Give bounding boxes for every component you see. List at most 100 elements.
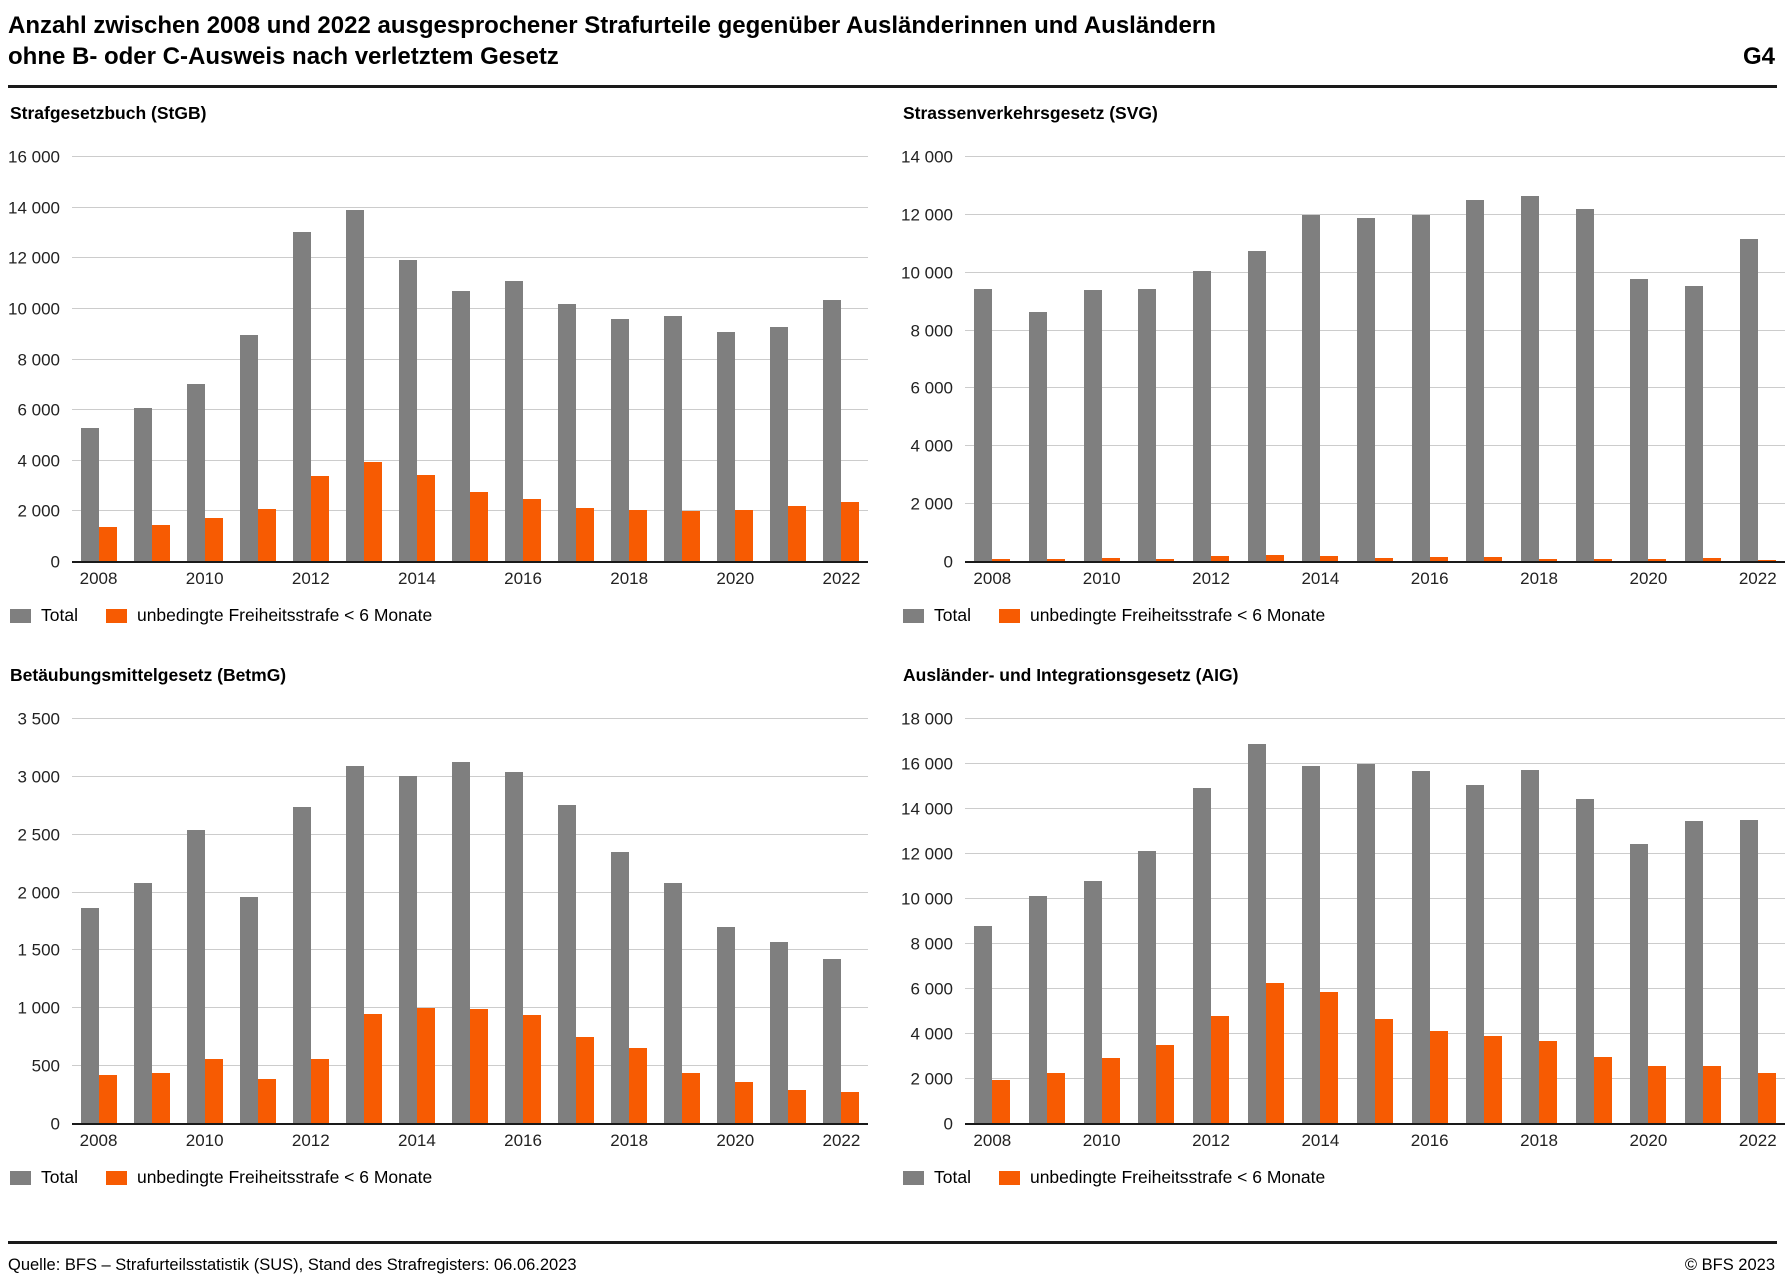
bar-short-sentence-2019	[682, 1073, 701, 1124]
y-tick-label-2000: 2 000	[910, 494, 953, 514]
y-tick-label-8000: 8 000	[910, 934, 953, 954]
bar-total-2020	[1630, 278, 1649, 562]
bar-total-2018	[1521, 196, 1540, 562]
bar-short-sentence-2021	[788, 506, 807, 562]
x-tick-label-2020: 2020	[716, 1131, 755, 1150]
bar-short-sentence-2022	[841, 502, 860, 562]
year-group-2008	[965, 719, 1020, 1124]
x-tick-label-2012: 2012	[1192, 1131, 1230, 1150]
chart-panel-stgb: Strafgesetzbuch (StGB) 2 000 4 000 6 000 8 …	[8, 88, 868, 626]
x-tick-label-2019	[1566, 569, 1621, 589]
total-swatch	[903, 1170, 924, 1185]
bar-short-sentence-2022	[841, 1091, 860, 1124]
year-group-2014	[1293, 719, 1348, 1124]
year-group-2011	[231, 157, 284, 562]
x-tick-label-2012: 2012	[291, 1131, 330, 1150]
gridline-16000	[965, 763, 1785, 764]
year-group-2017	[1457, 719, 1512, 1124]
y-tick-label-4000: 4 000	[17, 451, 60, 471]
y-tick-label-2500: 2 500	[17, 825, 60, 845]
bar-short-sentence-2018	[1539, 558, 1558, 562]
bar-short-sentence-2017	[1484, 1036, 1503, 1124]
x-tick-label-2020: 2020	[716, 569, 755, 588]
bar-short-sentence-2021	[1703, 558, 1722, 562]
y-tick-label-2000: 2 000	[910, 1069, 953, 1089]
x-tick-label-2018: 2018	[610, 569, 649, 588]
chart-plot-betmg: 500 1 000 1 500 2 000 2 500 3 000 3 500 0	[17, 711, 868, 1133]
bar-short-sentence-2020	[1648, 558, 1667, 562]
bar-total-2015	[1357, 217, 1376, 562]
x-tick-label-2011	[231, 569, 284, 589]
year-group-2008	[72, 719, 125, 1124]
year-group-2009	[1020, 719, 1075, 1124]
x-tick-label-2020: 2020	[1629, 569, 1668, 588]
year-group-2020	[1621, 719, 1676, 1124]
x-tick-label-2019	[656, 1131, 709, 1151]
y-tick-label-14000: 14 000	[8, 198, 60, 218]
page-title: Anzahl zwischen 2008 und 2022 ausgesproc…	[8, 10, 1216, 72]
x-tick-label-2014: 2014	[1301, 1131, 1340, 1150]
bar-total-2022	[1739, 239, 1758, 562]
bar-total-2016	[505, 772, 524, 1124]
year-group-2020	[1621, 157, 1676, 562]
gridline-16000	[72, 156, 868, 157]
bar-short-sentence-2018	[629, 510, 648, 562]
y-tick-label-1500: 1 500	[17, 940, 60, 960]
bar-total-2019	[1575, 209, 1594, 562]
y-tick-label-10000: 10 000	[8, 299, 60, 319]
x-axis-labels-svg: 2008 2010 2012 2014 2016 2018 2020 2022	[965, 569, 1785, 589]
bar-total-2022	[1739, 820, 1758, 1124]
bar-total-2020	[717, 927, 736, 1124]
bar-total-2013	[1247, 743, 1266, 1124]
x-tick-label-2015	[443, 1131, 496, 1151]
bar-total-2019	[664, 883, 683, 1124]
bar-short-sentence-2013	[363, 1014, 382, 1124]
bar-total-2009	[133, 883, 152, 1124]
year-group-2017	[1457, 157, 1512, 562]
bar-total-2014	[1302, 214, 1321, 562]
bar-total-2017	[1466, 785, 1485, 1124]
year-group-2008	[72, 157, 125, 562]
bar-short-sentence-2012	[310, 1059, 329, 1124]
bar-short-sentence-2015	[469, 492, 488, 562]
bar-total-2015	[1357, 764, 1376, 1124]
y-tick-label-18000: 18 000	[901, 709, 953, 729]
year-group-2011	[1129, 157, 1184, 562]
bar-total-2017	[558, 804, 577, 1124]
bar-short-sentence-2016	[1429, 557, 1448, 562]
bar-total-2013	[345, 766, 364, 1124]
year-group-2019	[656, 157, 709, 562]
x-tick-label-2010: 2010	[1082, 1131, 1121, 1150]
x-axis-line	[965, 561, 1785, 563]
y-tick-label-10000: 10 000	[901, 263, 953, 283]
year-group-2019	[1566, 157, 1621, 562]
short-sentence-swatch	[998, 1170, 1020, 1185]
y-tick-label-6000: 6 000	[17, 400, 60, 420]
bar-total-2010	[1083, 881, 1102, 1124]
gridline-12000	[72, 257, 868, 259]
chart-title-betmg: Betäubungsmittelgesetz (BetmG)	[10, 665, 287, 685]
x-tick-label-2022: 2022	[1738, 1131, 1777, 1150]
year-group-2013	[337, 719, 390, 1124]
bar-short-sentence-2013	[363, 462, 382, 562]
x-tick-label-2017	[1457, 1131, 1512, 1151]
bars-stgb	[72, 157, 868, 562]
year-group-2013	[337, 157, 390, 562]
bar-short-sentence-2011	[1156, 558, 1175, 562]
bar-short-sentence-2011	[1156, 1045, 1175, 1124]
year-group-2018	[603, 719, 656, 1124]
page-title-line-1: Anzahl zwischen 2008 und 2022 ausgesproc…	[8, 12, 1216, 39]
chart-title-svg: Strassenverkehrsgesetz (SVG)	[903, 103, 1158, 123]
year-group-2019	[656, 719, 709, 1124]
year-group-2017	[550, 157, 603, 562]
x-tick-label-2009	[125, 1131, 178, 1151]
bar-short-sentence-2016	[1429, 1030, 1448, 1124]
bars-betmg	[72, 719, 868, 1124]
year-group-2011	[231, 719, 284, 1124]
chart-title-stgb: Strafgesetzbuch (StGB)	[10, 103, 207, 123]
header-rule	[8, 85, 1777, 88]
bar-short-sentence-2018	[629, 1047, 648, 1124]
y-tick-label-4000: 4 000	[910, 436, 953, 456]
bar-short-sentence-2014	[1320, 992, 1339, 1124]
bar-total-2017	[558, 303, 577, 562]
